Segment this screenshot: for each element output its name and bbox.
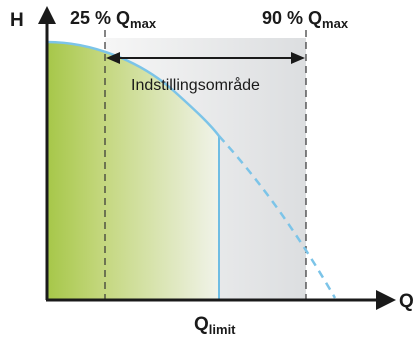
- pump-curve-dashed: [218, 135, 337, 299]
- marker-25-label: 25 % Qmax: [70, 8, 157, 31]
- range-arrow-right-head: [291, 52, 305, 64]
- range-arrow-left-head: [106, 52, 120, 64]
- pump-curve-solid: [46, 40, 220, 137]
- marker-90-label: 90 % Qmax: [262, 8, 349, 31]
- x-axis-arrowhead: [376, 290, 396, 310]
- setting-range-label: Indstillingsområde: [131, 76, 260, 94]
- q-limit-label: Qlimit: [194, 314, 236, 337]
- y-axis-arrowhead: [38, 6, 56, 24]
- y-axis-label: H: [10, 10, 24, 31]
- operating-area-fill: [47, 42, 219, 300]
- x-axis-label: Q: [399, 291, 414, 312]
